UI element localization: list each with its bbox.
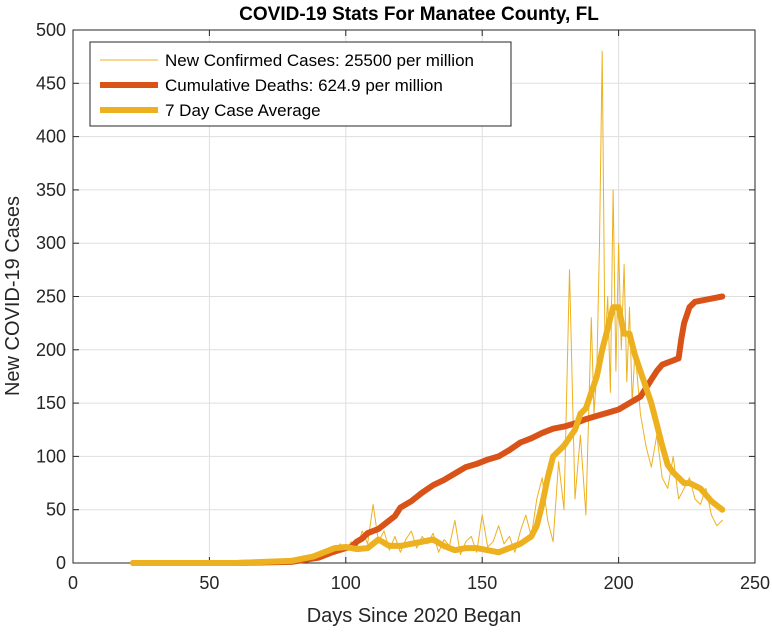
y-tick-label: 350 xyxy=(36,180,66,200)
y-tick-label: 0 xyxy=(56,553,66,573)
series-line-1 xyxy=(130,293,726,566)
chart-title: COVID-19 Stats For Manatee County, FL xyxy=(239,4,599,25)
y-axis-label: New COVID-19 Cases xyxy=(2,196,24,396)
x-tick-label: 0 xyxy=(68,573,78,593)
x-tick-label: 200 xyxy=(604,573,634,593)
y-tick-label: 500 xyxy=(36,20,66,40)
x-tick-label: 150 xyxy=(467,573,497,593)
y-tick-label: 300 xyxy=(36,233,66,253)
series-layer xyxy=(130,50,726,566)
legend-entry-1: Cumulative Deaths: 624.9 per million xyxy=(165,76,443,95)
axes-layer: 0 50 100 150 200 250 0 50 100 150 200 250 300 350 400 4… xyxy=(36,20,770,593)
x-tick-label: 250 xyxy=(740,573,770,593)
y-tick-label: 400 xyxy=(36,127,66,147)
legend-entry-2: 7 Day Case Average xyxy=(165,101,321,120)
y-tick-label: 150 xyxy=(36,393,66,413)
y-tick-label: 50 xyxy=(46,500,66,520)
y-tick-label: 200 xyxy=(36,340,66,360)
series-line-2 xyxy=(130,304,726,566)
y-tick-label: 250 xyxy=(36,287,66,307)
x-tick-label: 50 xyxy=(199,573,219,593)
x-tick-label: 100 xyxy=(331,573,361,593)
legend-entry-0: New Confirmed Cases: 25500 per million xyxy=(165,51,474,70)
chart-legend: New Confirmed Cases: 25500 per million Cu… xyxy=(89,41,512,127)
legend-box xyxy=(89,41,512,127)
x-axis-label: Days Since 2020 Began xyxy=(307,605,522,627)
y-tick-label: 450 xyxy=(36,73,66,93)
y-tick-label: 100 xyxy=(36,446,66,466)
